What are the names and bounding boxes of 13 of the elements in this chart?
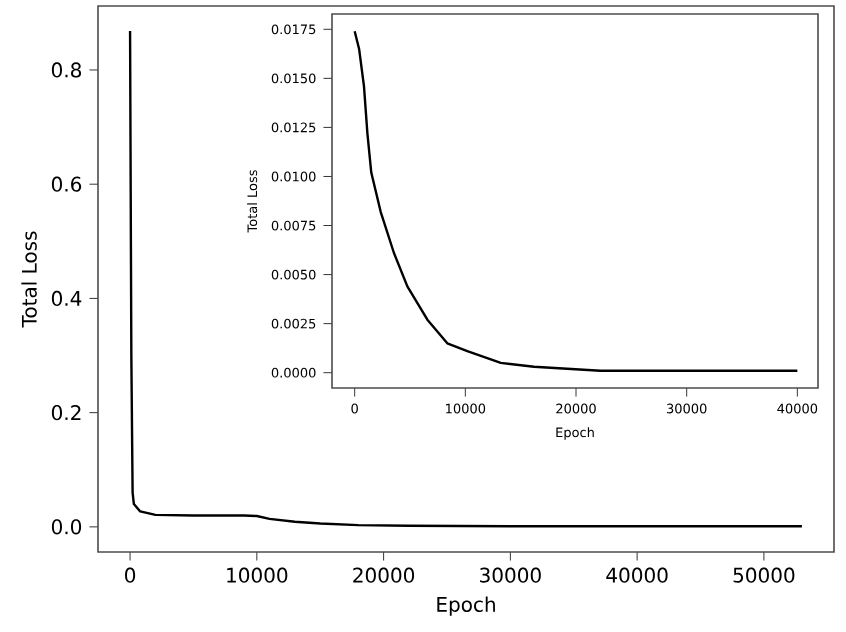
x-tick-label: 40000 [606,567,668,583]
y-tick-label: 0.8 [51,62,82,78]
x-tick-label: 10000 [227,567,288,583]
y-tick-label: 0.2 [51,405,81,421]
y-axis-title: Total Loss [21,231,37,328]
x-tick-label: 30000 [480,567,541,583]
x-tick-label: 20000 [353,567,415,583]
y-tick-label: 0.6 [51,176,82,192]
x-tick-label: 0 [125,567,136,583]
x-tick-label: 50000 [733,567,795,583]
y-tick-label: 0.0 [51,519,82,535]
y-tick-label: 0.4 [51,290,82,306]
x-axis-title: Epoch [437,596,495,616]
